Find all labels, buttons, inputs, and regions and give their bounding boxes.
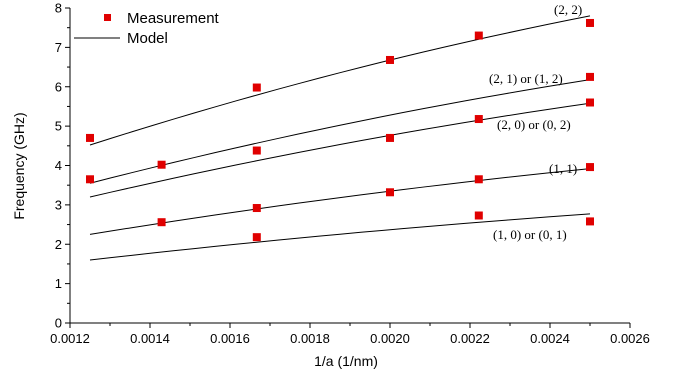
x-tick-label: 0.0026 (610, 331, 650, 346)
x-axis-title: 1/a (1/nm) (314, 353, 378, 369)
measurement-point (474, 115, 483, 124)
y-tick-label: 8 (55, 1, 62, 16)
axes: 0.0012 0.0014 0.0016 0.0018 0.0020 0.0022 0.00… (50, 1, 650, 347)
model-line (89, 15, 591, 146)
x-tick-label: 0.0020 (370, 331, 410, 346)
y-tick-label: 0 (55, 316, 62, 331)
model-lines (89, 15, 591, 261)
measurement-point (586, 98, 594, 107)
measurement-point (586, 217, 594, 226)
y-tick-label: 1 (55, 276, 62, 291)
measurement-points (86, 18, 594, 242)
measurement-point (474, 31, 483, 40)
legend-label-model: Model (127, 30, 168, 47)
curve-label: (1, 1) (549, 161, 577, 176)
x-tick-label: 0.0014 (130, 331, 170, 346)
curve-label: (2, 1) or (1, 2) (489, 71, 563, 86)
x-tick-label: 0.0016 (210, 331, 250, 346)
measurement-point (386, 133, 394, 142)
x-tick-label: 0.0024 (530, 331, 570, 346)
x-tick-label: 0.0022 (450, 331, 490, 346)
model-line (89, 168, 591, 235)
measurement-point (86, 133, 94, 142)
measurement-point (474, 175, 483, 184)
legend: Measurement Model (74, 10, 220, 47)
y-tick-label: 3 (55, 197, 62, 212)
y-tick-label: 5 (55, 119, 62, 134)
x-tick-label: 0.0018 (290, 331, 330, 346)
y-tick-label: 2 (55, 237, 62, 252)
curve-label: (1, 0) or (0, 1) (493, 227, 567, 242)
measurement-point (157, 218, 166, 227)
measurement-point (252, 233, 261, 242)
measurement-point (386, 188, 394, 197)
measurement-point (86, 175, 94, 184)
model-line (89, 213, 591, 261)
curve-label: (2, 0) or (0, 2) (497, 117, 571, 132)
measurement-point (157, 160, 166, 169)
measurement-point (252, 204, 261, 213)
measurement-point (586, 72, 594, 81)
y-tick-label: 4 (55, 158, 62, 173)
x-tick-label: 0.0012 (50, 331, 90, 346)
model-line (89, 102, 591, 198)
model-line (89, 79, 591, 184)
curve-labels: (2, 2) (2, 1) or (1, 2) (2, 0) or (0, 2) (1… (489, 2, 582, 242)
measurement-point (586, 18, 594, 27)
measurement-point (252, 146, 261, 155)
curve-label: (2, 2) (554, 2, 582, 17)
measurement-point (252, 83, 261, 92)
legend-label-measurement: Measurement (127, 10, 220, 27)
measurement-point (586, 163, 594, 172)
y-axis-title: Frequency (GHz) (11, 112, 27, 219)
legend-marker-measurement (104, 14, 111, 21)
measurement-point (474, 211, 483, 220)
y-tick-label: 6 (55, 79, 62, 94)
y-tick-label: 7 (55, 40, 62, 55)
measurement-point (386, 55, 394, 64)
